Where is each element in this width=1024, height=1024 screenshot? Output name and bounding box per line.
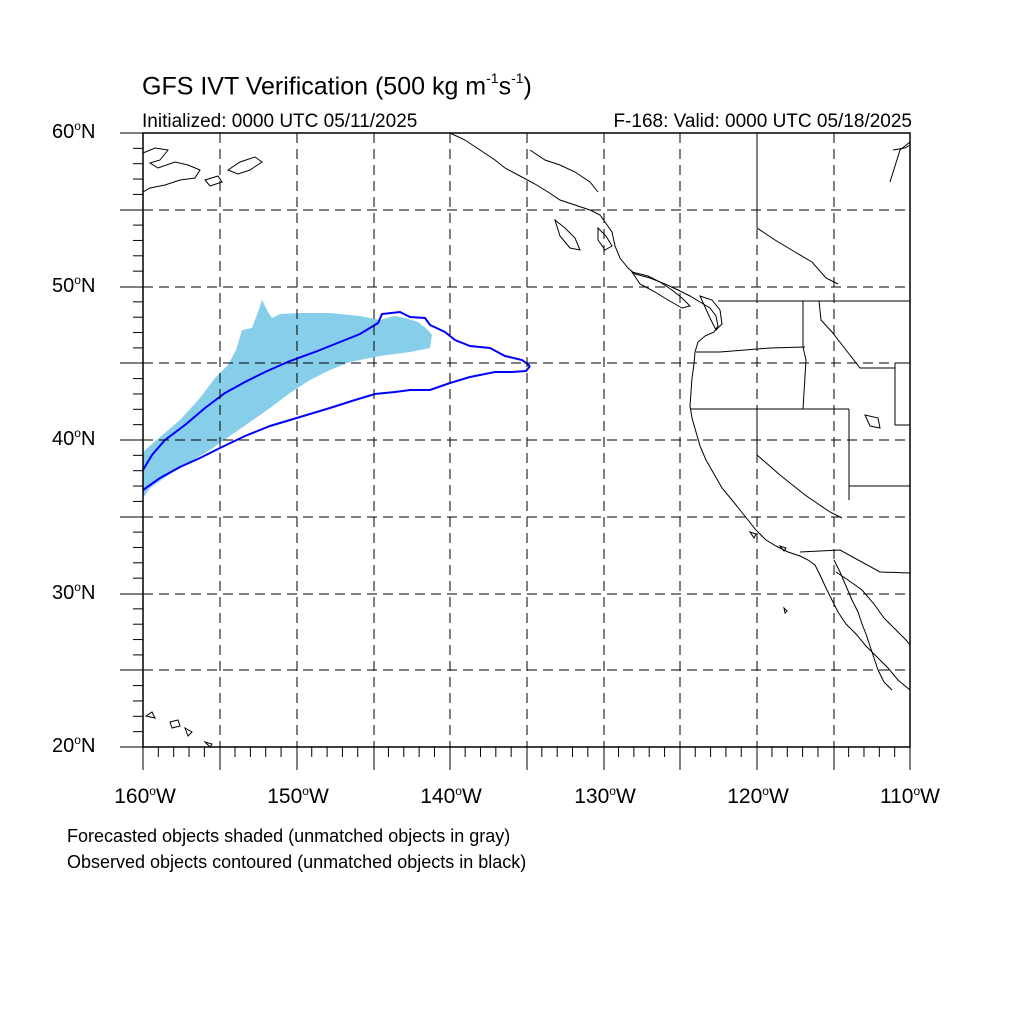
- map-title: GFS IVT Verification (500 kg m-1s-1): [142, 70, 532, 101]
- initialized-time: Initialized: 0000 UTC 05/11/2025: [142, 111, 418, 132]
- lon-label-160: 160oW: [114, 784, 176, 808]
- observed-contour-south: [142, 365, 531, 491]
- grid-lines: [143, 133, 910, 747]
- valid-time: F-168: Valid: 0000 UTC 05/18/2025: [613, 111, 912, 132]
- lon-label-130: 130oW: [574, 784, 636, 808]
- tick-marks: [120, 132, 911, 770]
- lon-label-140: 140oW: [420, 784, 482, 808]
- lat-label-20: 20oN: [52, 733, 96, 757]
- footnote-observed: Observed objects contoured (unmatched ob…: [67, 852, 527, 872]
- political-boundaries: [691, 133, 911, 574]
- lat-label-40: 40oN: [52, 426, 96, 450]
- lat-label-50: 50oN: [52, 273, 96, 297]
- lon-label-120: 120oW: [727, 784, 789, 808]
- lon-label-110: 110oW: [880, 784, 940, 808]
- forecast-object-shaded: [143, 300, 432, 498]
- coastlines: [142, 132, 911, 748]
- lon-label-150: 150oW: [267, 784, 329, 808]
- lat-label-60: 60oN: [52, 119, 96, 143]
- footnote-forecast: Forecasted objects shaded (unmatched obj…: [67, 826, 511, 846]
- minor-ticks: [133, 147, 896, 757]
- lat-label-30: 30oN: [52, 580, 96, 604]
- observed-contour-north: [142, 310, 531, 471]
